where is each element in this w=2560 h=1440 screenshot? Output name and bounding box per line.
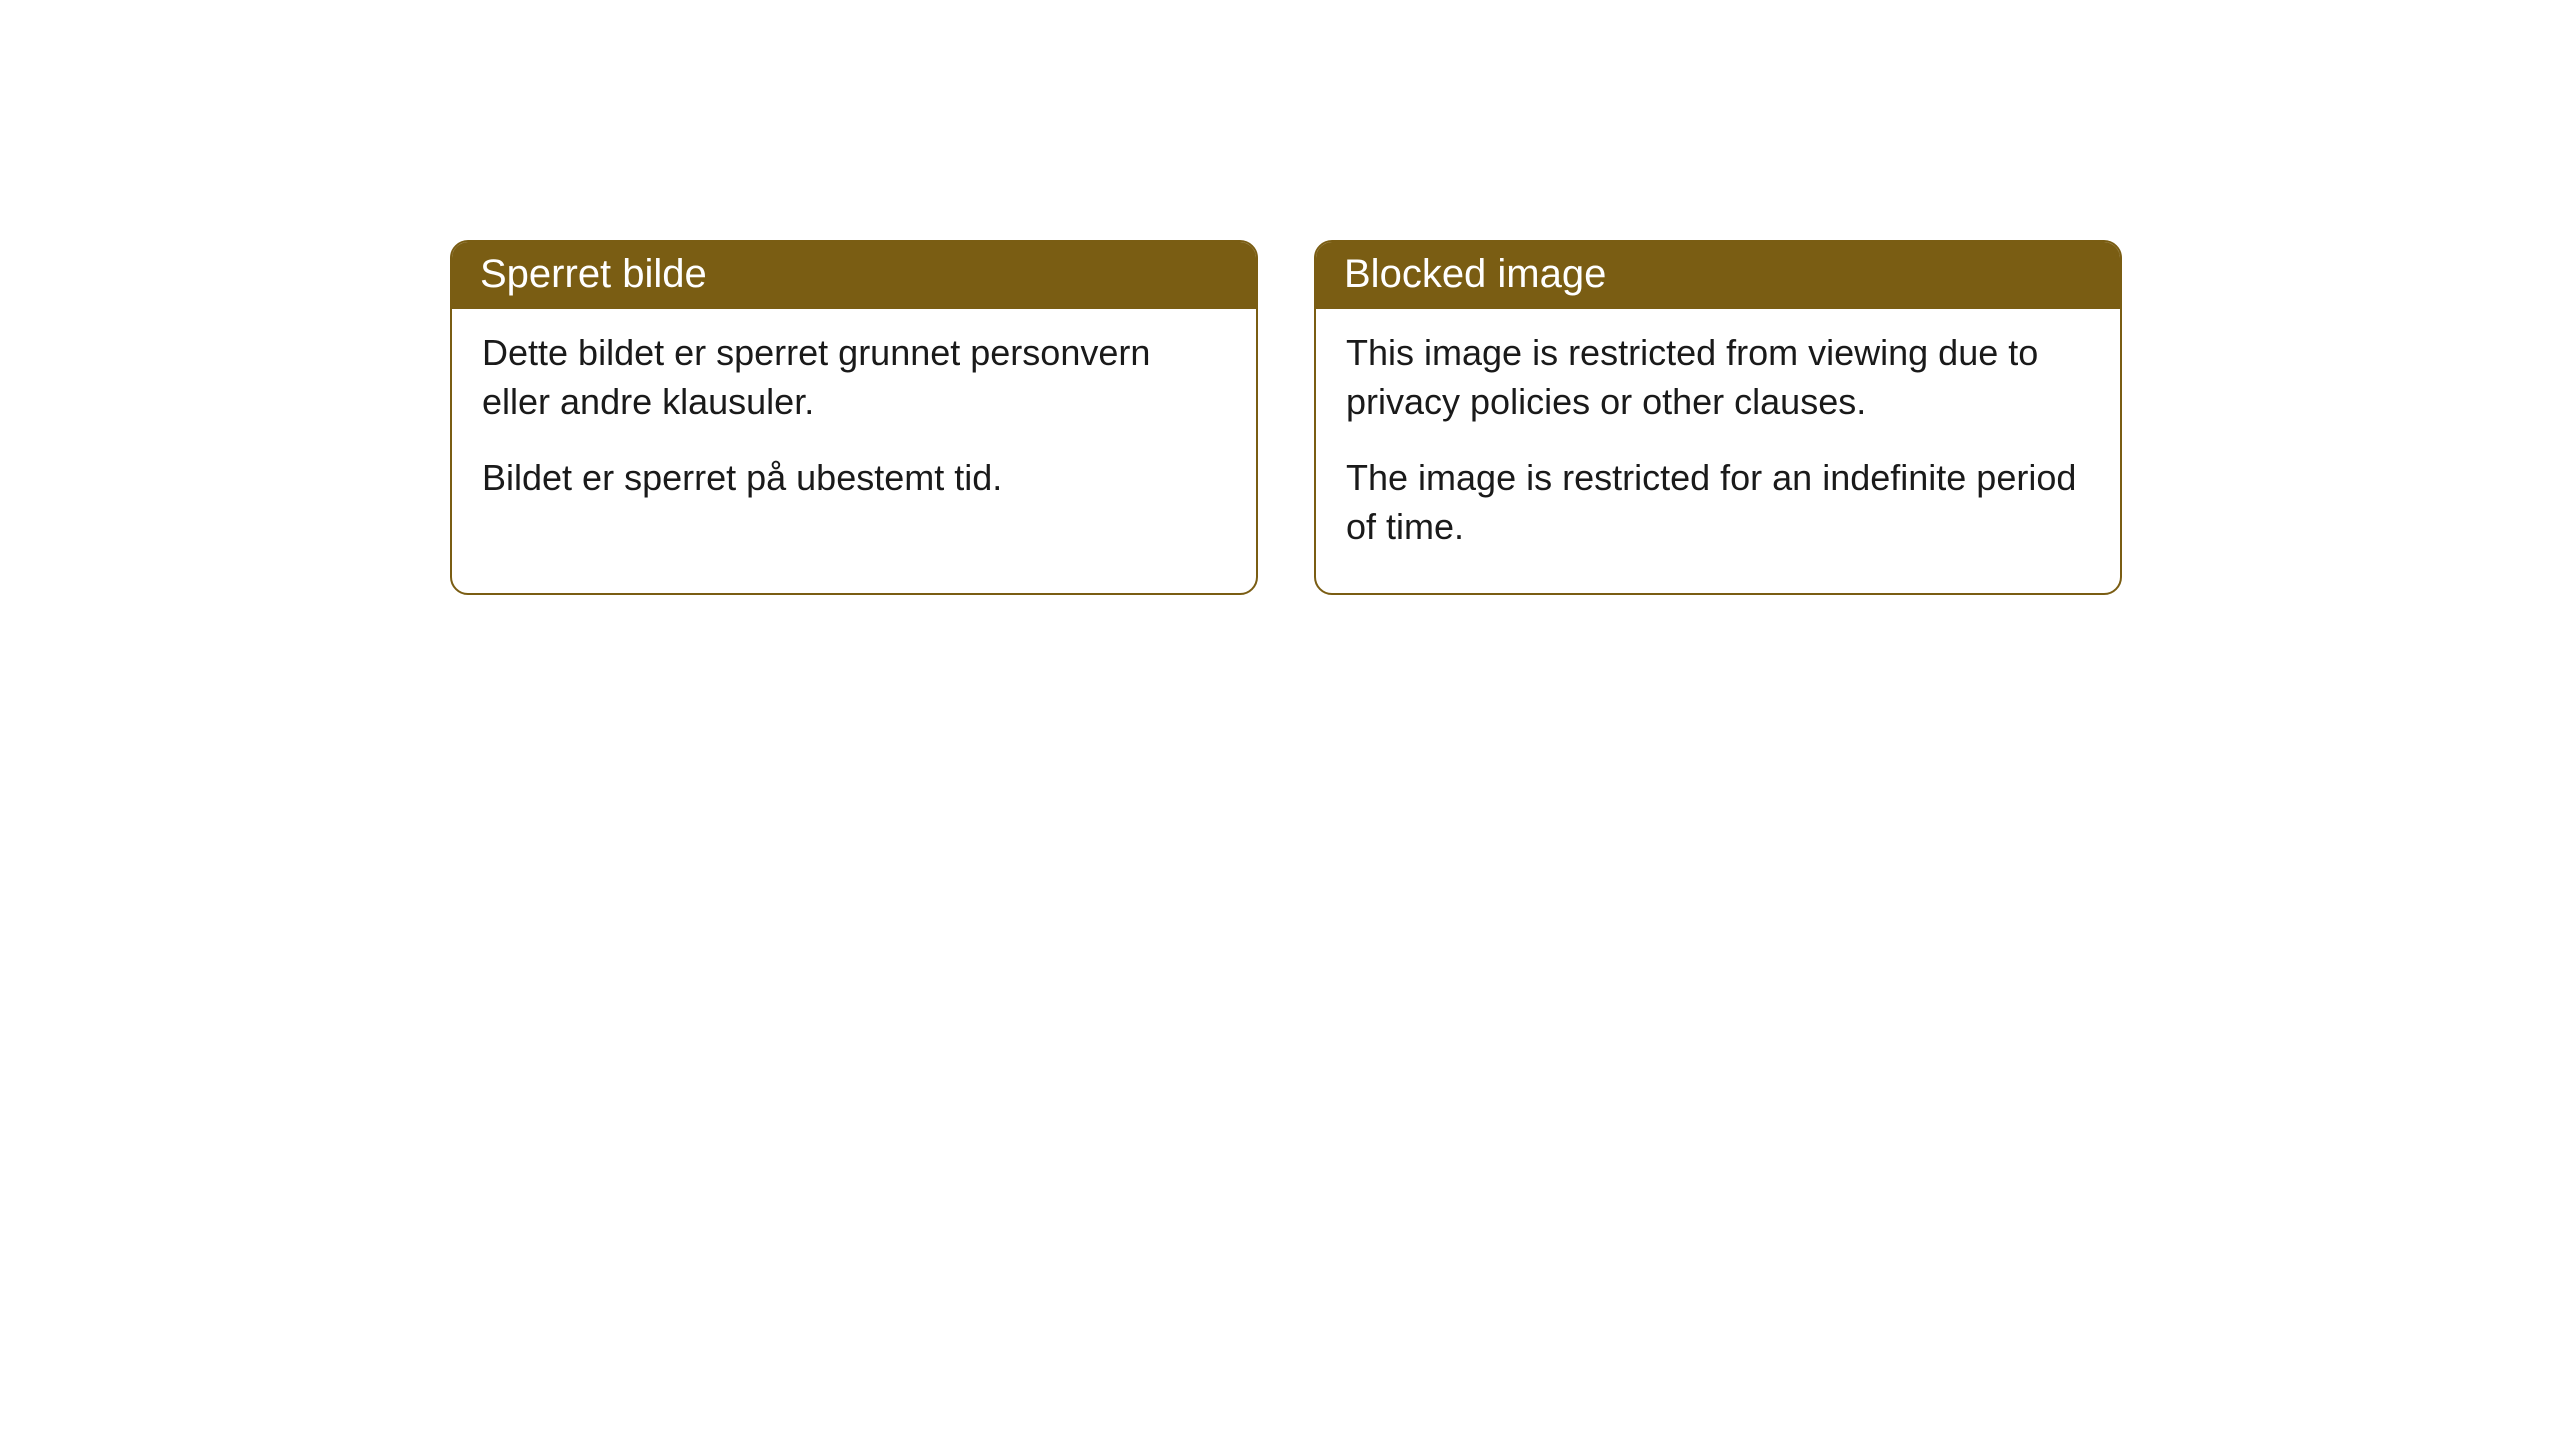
card-body-en: This image is restricted from viewing du…	[1316, 309, 2120, 593]
notice-container: Sperret bilde Dette bildet er sperret gr…	[450, 240, 2122, 595]
card-body-no: Dette bildet er sperret grunnet personve…	[452, 309, 1256, 545]
card-paragraph: Dette bildet er sperret grunnet personve…	[482, 329, 1226, 426]
card-paragraph: The image is restricted for an indefinit…	[1346, 454, 2090, 551]
blocked-image-card-no: Sperret bilde Dette bildet er sperret gr…	[450, 240, 1258, 595]
card-header-no: Sperret bilde	[452, 242, 1256, 309]
card-header-en: Blocked image	[1316, 242, 2120, 309]
blocked-image-card-en: Blocked image This image is restricted f…	[1314, 240, 2122, 595]
card-paragraph: Bildet er sperret på ubestemt tid.	[482, 454, 1226, 503]
card-paragraph: This image is restricted from viewing du…	[1346, 329, 2090, 426]
